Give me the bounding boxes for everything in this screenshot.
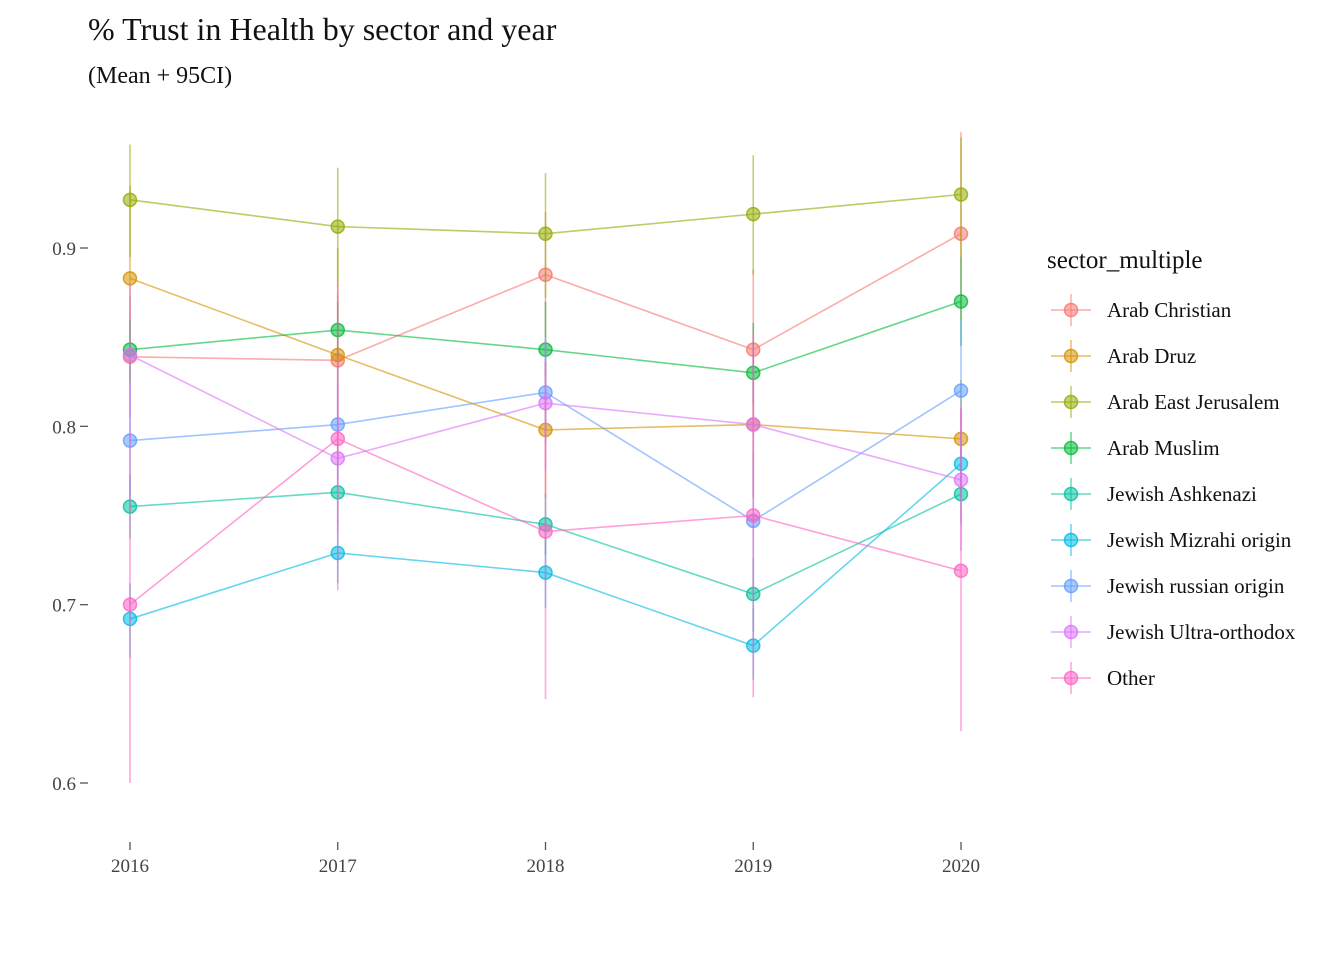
y-tick-label: 0.7	[52, 596, 76, 617]
y-tick-label: 0.8	[52, 417, 76, 438]
data-point	[953, 383, 969, 398]
data-point	[538, 524, 553, 539]
y-axis: 0.6 0.7 0.8 0.9	[52, 239, 88, 795]
legend-label: Jewish russian origin	[1107, 574, 1285, 598]
data-point	[746, 206, 761, 222]
legend-label: Jewish Mizrahi origin	[1107, 528, 1292, 552]
legend-key-point	[1063, 486, 1079, 502]
legend-label: Arab Druz	[1107, 344, 1196, 368]
legend-label: Other	[1107, 666, 1155, 690]
data-point	[122, 597, 138, 612]
legend-item-arab-druz: Arab Druz	[1051, 340, 1196, 372]
data-point	[122, 192, 138, 208]
x-tick-label: 2018	[527, 856, 565, 877]
chart-title: % Trust in Health by sector and year	[88, 11, 557, 47]
x-tick-label: 2016	[111, 856, 149, 877]
legend-key-point	[1063, 578, 1079, 594]
legend-key-point	[1063, 348, 1079, 364]
legend-key-point	[1063, 302, 1079, 318]
legend-key-point	[1063, 532, 1079, 548]
legend-key-point	[1063, 394, 1079, 410]
data-point	[746, 508, 761, 523]
legend-label: Arab Christian	[1107, 298, 1232, 322]
data-point	[538, 226, 553, 241]
legend-key-point	[1063, 624, 1079, 640]
legend-item-arab-east-jerusalem: Arab East Jerusalem	[1051, 386, 1280, 418]
x-axis: 2016 2017 2018 2019 2020	[111, 842, 980, 877]
data-point	[953, 187, 969, 202]
legend-key-point	[1063, 440, 1079, 456]
legend-item-jewish-russian-origin: Jewish russian origin	[1051, 570, 1285, 602]
chart-subtitle: (Mean + 95CI)	[88, 63, 232, 89]
x-tick-label: 2019	[734, 856, 772, 877]
data-point	[953, 294, 969, 309]
series-other	[122, 283, 969, 783]
legend-item-arab-christian: Arab Christian	[1051, 294, 1232, 326]
legend: sector_multiple Arab Christian Arab Druz A…	[1047, 247, 1296, 694]
data-point	[122, 271, 138, 286]
y-tick-label: 0.9	[52, 239, 76, 260]
legend-item-jewish-ultra-orthodox: Jewish Ultra-orthodox	[1051, 616, 1296, 648]
legend-item-arab-muslim: Arab Muslim	[1051, 432, 1220, 464]
legend-label: Arab Muslim	[1107, 436, 1220, 460]
data-point	[330, 431, 345, 447]
legend-key-point	[1063, 670, 1079, 686]
data-point	[330, 219, 345, 234]
legend-label: Jewish Ultra-orthodox	[1107, 620, 1296, 644]
series-arab-east-jerusalem	[122, 137, 969, 298]
legend-label: Arab East Jerusalem	[1107, 390, 1280, 414]
legend-title: sector_multiple	[1047, 247, 1203, 274]
x-tick-label: 2020	[942, 856, 980, 877]
legend-item-jewish-ashkenazi: Jewish Ashkenazi	[1051, 478, 1257, 510]
data-point	[953, 563, 969, 579]
data-point	[122, 347, 138, 363]
x-tick-label: 2017	[319, 856, 357, 877]
y-tick-label: 0.6	[52, 774, 76, 795]
legend-item-jewish-mizrahi-origin: Jewish Mizrahi origin	[1051, 524, 1292, 556]
legend-item-other: Other	[1051, 662, 1155, 694]
plot-area	[122, 132, 969, 783]
legend-label: Jewish Ashkenazi	[1107, 482, 1257, 506]
